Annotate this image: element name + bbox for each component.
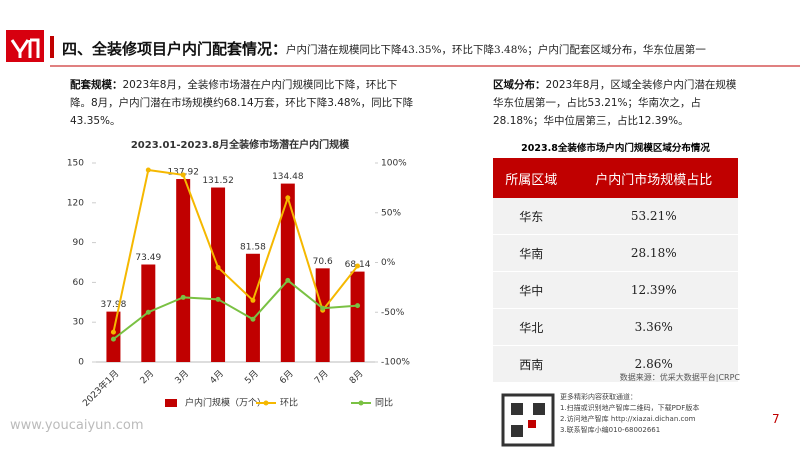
legend-label: 户内门规模（万个） (185, 397, 266, 409)
bar (176, 179, 191, 362)
para-label: 区域分布： (493, 79, 546, 91)
legend-label: 同比 (375, 397, 393, 409)
point (250, 316, 256, 322)
point (110, 336, 116, 342)
bar (245, 253, 260, 362)
bar-label: 73.49 (135, 253, 161, 263)
page-number: 7 (772, 412, 780, 426)
table-row: 华南 28.18% (493, 234, 738, 272)
qr-line: 更多精彩内容获取通道： (560, 393, 637, 401)
y-tick-label: 60 (73, 278, 85, 288)
y2-tick-label: -100% (381, 358, 410, 368)
cell: 华北 (493, 308, 570, 346)
slide-subtitle: 户内门潜在规模同比下降43.35%，环比下降3.48%；户内门配套区域分布，华东… (286, 44, 706, 56)
x-tick-label: 2023年1月 (80, 367, 121, 408)
y-tick-label: 30 (73, 318, 85, 328)
bar-label: 70.6 (313, 257, 333, 267)
table-row: 华中 12.39% (493, 271, 738, 309)
left-paragraph: 配套规模：2023年8月，全装修市场潜在户内门规模同比下降，环比下降。8月，户内… (70, 76, 415, 130)
point (285, 277, 291, 283)
table-header-row: 所属区域 户内门市场规模占比 (493, 158, 738, 198)
cell: 53.21% (569, 198, 738, 235)
source: 数据来源：优采大数据平台|CRPC (619, 373, 740, 382)
bar-label: 134.48 (272, 172, 304, 182)
y-tick-label: 120 (67, 198, 84, 208)
cell: 西南 (493, 345, 570, 383)
point (215, 264, 221, 270)
legend-label: 环比 (280, 397, 298, 409)
x-tick-label: 4月 (208, 368, 226, 386)
y-tick-label: 0 (78, 358, 84, 368)
qr-line: 2.访问地产智库 http://xiazai.dichan.com (560, 415, 696, 423)
point (145, 167, 151, 173)
website: www.youcaiyun.com (10, 418, 144, 433)
cell: 华东 (493, 198, 570, 235)
cell: 2.86% (569, 345, 738, 383)
y2-tick-label: 100% (381, 159, 407, 169)
x-tick-label: 2月 (138, 368, 156, 386)
x-tick-label: 6月 (278, 368, 296, 386)
y-tick-label: 150 (67, 159, 84, 169)
bar (315, 268, 330, 362)
bar-label: 37.98 (101, 300, 127, 310)
point (355, 303, 361, 309)
qr-line: 3.联系智库小编010-68002661 (560, 426, 661, 434)
chart-title: 2023.01-2023.8月全装修市场潜在户内门规模 (131, 138, 350, 151)
bar (350, 271, 365, 362)
y-tick-label: 90 (73, 238, 85, 248)
slide-title: 四、全装修项目户内门配套情况： (62, 40, 288, 58)
region-table: 所属区域 户内门市场规模占比 华东 53.21% 华南 28.18% 华中 12.39% 华北 3… (493, 158, 738, 383)
para-body: 2023年8月，区域全装修户内门潜在规模华东位居第一，占比53.21%；华南次之… (493, 79, 737, 127)
x-tick-label: 7月 (312, 368, 330, 386)
point (250, 297, 256, 303)
bar (280, 183, 295, 362)
point (110, 329, 116, 335)
qr-text: 更多精彩内容获取通道： 1.扫描或识别地产智库二维码，下载PDF版本 2.访问地产智… (560, 392, 699, 436)
bar-label: 131.52 (202, 176, 234, 186)
qr-line: 1.扫描或识别地产智库二维码，下载PDF版本 (560, 404, 700, 412)
title-accent (50, 36, 54, 58)
cell: 28.18% (569, 234, 738, 272)
legend-marker (358, 400, 364, 406)
para-body: 2023年8月，全装修市场潜在户内门规模同比下降，环比下降。8月，户内门潜在市场… (70, 79, 414, 127)
header-cell: 户内门市场规模占比 (569, 158, 738, 198)
para-label: 配套规模： (70, 79, 123, 91)
x-tick-label: 8月 (347, 368, 365, 386)
point (180, 294, 186, 300)
cell: 华中 (493, 271, 570, 309)
cell: 华南 (493, 234, 570, 272)
logo-mark (10, 38, 40, 58)
line (112, 168, 359, 333)
line (112, 279, 358, 340)
bar (211, 187, 226, 362)
point (320, 305, 326, 311)
point (355, 263, 361, 269)
y2-tick-label: 50% (381, 208, 401, 218)
point (180, 172, 186, 178)
table-row: 西南 2.86% (493, 345, 738, 383)
bar-label: 81.58 (240, 242, 266, 252)
legend-swatch (165, 399, 177, 407)
point (285, 195, 291, 201)
legend-marker (263, 400, 269, 406)
table-title: 2023.8全装修市场户内门规模区域分布情况 (521, 143, 710, 154)
x-tick-label: 5月 (243, 368, 261, 386)
cell: 12.39% (569, 271, 738, 309)
right-paragraph: 区域分布：2023年8月，区域全装修户内门潜在规模华东位居第一，占比53.21%… (493, 76, 743, 130)
header-cell: 所属区域 (493, 158, 570, 198)
table-row: 华东 53.21% (493, 198, 738, 235)
x-tick-label: 3月 (173, 368, 191, 386)
point (145, 309, 151, 315)
y2-tick-label: 0% (381, 258, 396, 268)
table-row: 华北 3.36% (493, 308, 738, 346)
cell: 3.36% (569, 308, 738, 346)
point (215, 296, 221, 302)
y2-tick-label: -50% (381, 308, 405, 318)
